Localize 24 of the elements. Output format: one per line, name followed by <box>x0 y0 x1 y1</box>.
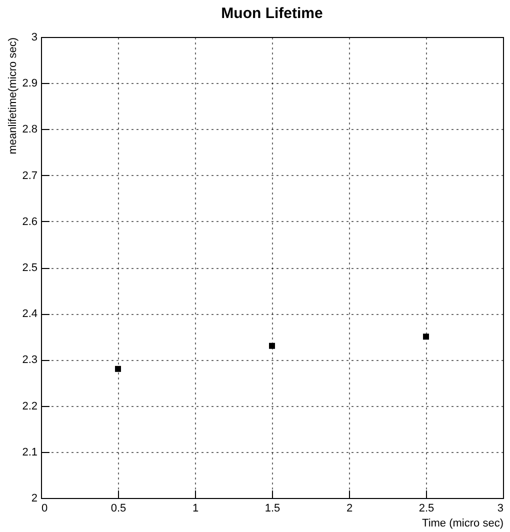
y-tick-label: 2.8 <box>22 124 38 136</box>
x-tick-label: 3 <box>497 502 504 514</box>
x-axis-title: Time (micro sec) <box>422 518 504 530</box>
y-tick-label: 2.2 <box>22 400 38 412</box>
y-axis-title: meanlifetime(micro sec) <box>7 38 20 154</box>
y-tick-label: 2.5 <box>22 262 38 274</box>
x-tick-label: 0.5 <box>110 502 126 514</box>
y-tick-label: 3 <box>31 32 38 44</box>
x-tick-label: 0 <box>42 502 48 514</box>
y-tick-label: 2.9 <box>22 78 38 90</box>
y-tick-label: 2 <box>31 492 38 504</box>
x-tick-label: 2.5 <box>418 502 434 514</box>
chart-title: Muon Lifetime <box>221 5 323 22</box>
y-tick-label: 2.4 <box>22 308 38 320</box>
x-tick-label: 1.5 <box>264 502 280 514</box>
point <box>423 334 429 340</box>
y-tick-label: 2.6 <box>22 216 38 228</box>
y-tick-label: 2.3 <box>22 354 38 366</box>
point <box>115 366 121 372</box>
x-tick-label: 1 <box>192 502 199 514</box>
y-tick-label: 2.7 <box>22 170 38 182</box>
point <box>269 342 275 349</box>
y-tick-label: 2.1 <box>22 446 38 458</box>
x-tick-label: 2 <box>346 502 353 514</box>
